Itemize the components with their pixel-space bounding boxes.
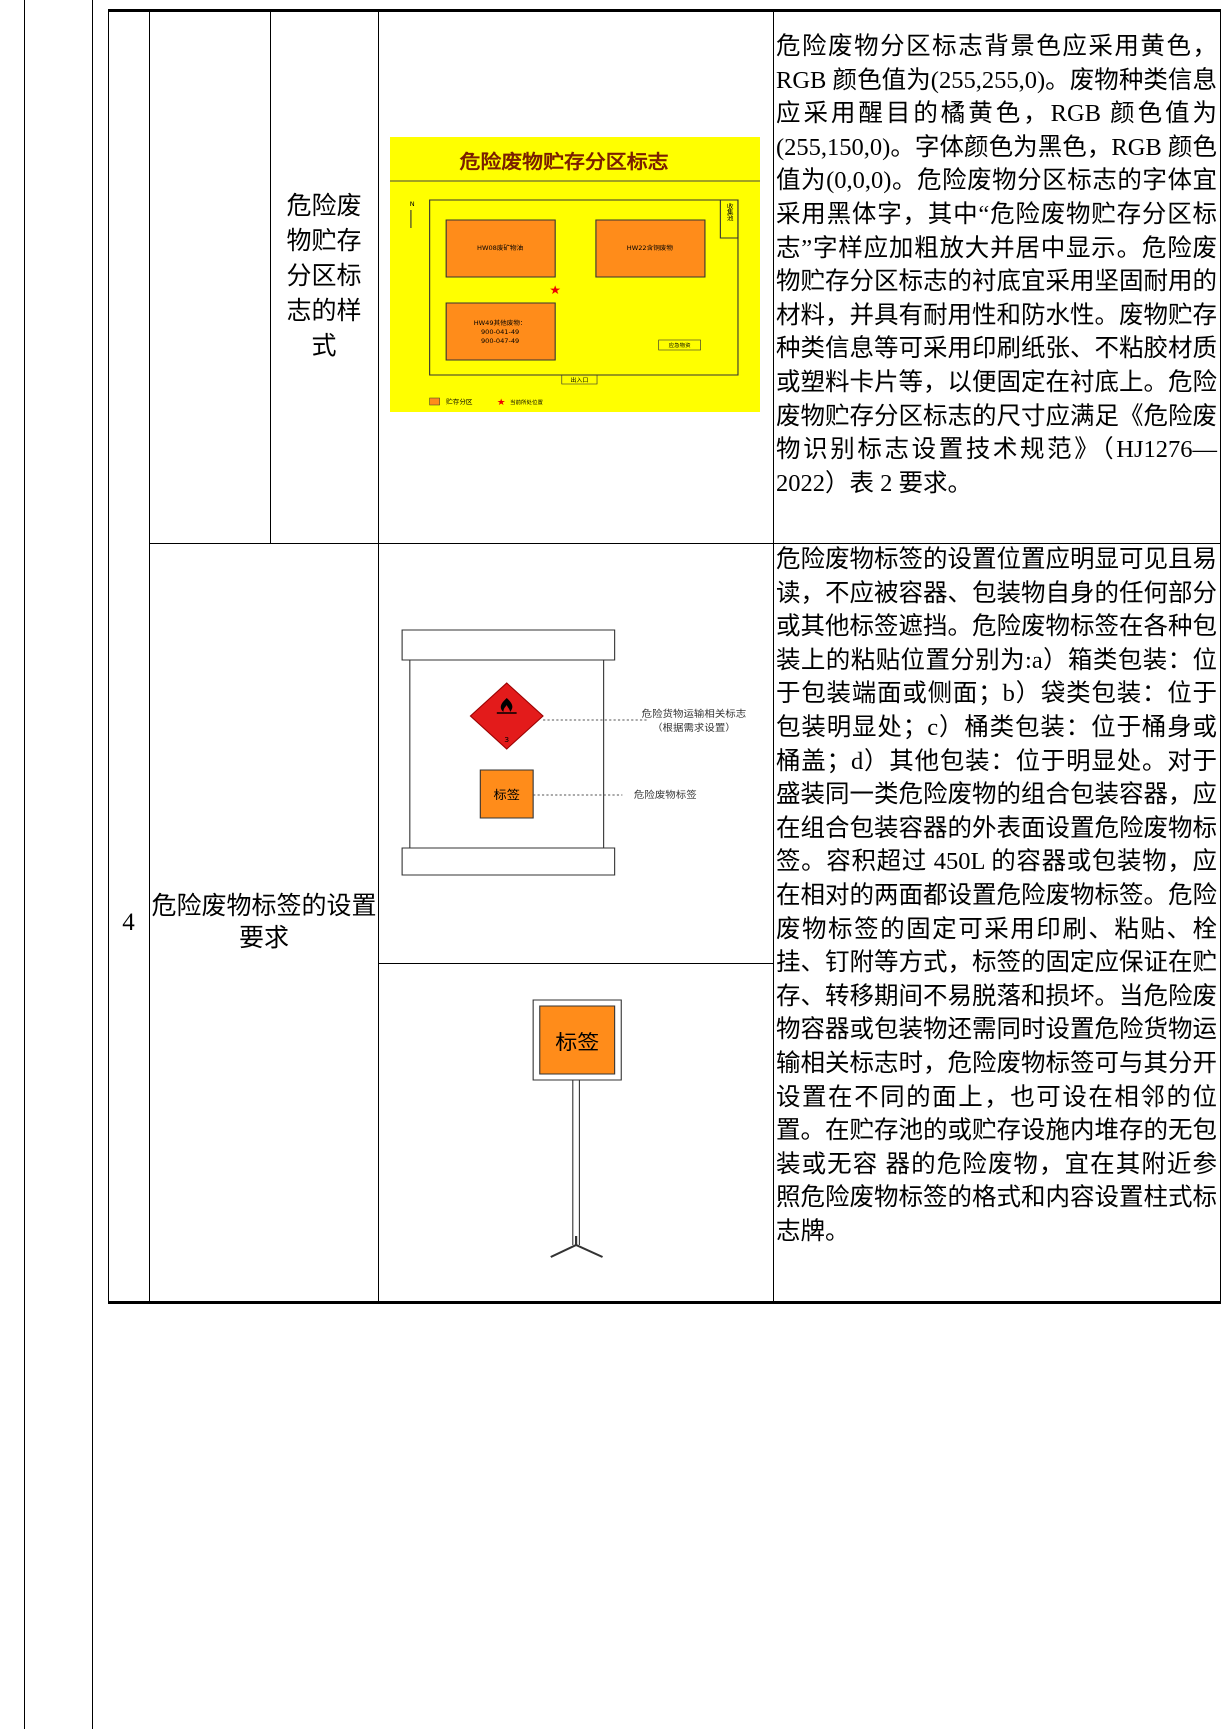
- callout: 危险废物标签: [634, 788, 697, 800]
- zone-label: 900-047-49: [481, 338, 519, 345]
- legend: 贮存分区: [446, 397, 472, 406]
- label: 标签: [494, 788, 521, 802]
- entrance: 出入口: [570, 376, 588, 384]
- pool-box: [719, 199, 739, 239]
- legend: 当前所处位置: [510, 398, 543, 406]
- rule: [270, 10, 271, 543]
- zone-label: 900-041-49: [481, 329, 519, 336]
- diamond: [469, 682, 544, 750]
- label: 标签: [555, 1030, 599, 1054]
- rule: [149, 543, 1221, 544]
- north: N: [410, 201, 415, 208]
- item: 危险废物贮存分区标志的样式: [286, 193, 362, 360]
- sign-stand: 标签: [532, 999, 622, 1258]
- rule: [149, 10, 150, 1302]
- rule: [773, 10, 774, 1302]
- zone-label: HW08废矿物油: [477, 243, 523, 252]
- rule: [92, 0, 93, 1729]
- rule: [108, 1301, 1221, 1304]
- item: 危险废物标签的设置要求: [151, 893, 377, 952]
- foot: [550, 1243, 604, 1258]
- zone: [445, 302, 556, 361]
- rule: [378, 10, 379, 1302]
- label-box: [479, 769, 534, 819]
- cell: 危险废物贮存分区标志的样式: [270, 10, 378, 543]
- zone: [595, 219, 706, 278]
- cap: [401, 629, 616, 661]
- cap: [401, 847, 616, 876]
- star: ★: [549, 283, 561, 297]
- sign-title: 危险废物贮存分区标志: [459, 150, 668, 173]
- box: [658, 339, 701, 351]
- container-diagram: 3 危险货物运输相关标志 （根据需求设置） 标签 危险废物标签: [401, 629, 747, 876]
- label-box: [539, 1005, 616, 1075]
- pool: 收集池: [726, 202, 733, 222]
- rule: [24, 0, 25, 1729]
- box: [561, 374, 598, 385]
- class: 3: [504, 735, 509, 744]
- description: 危险废物标签的设置位置应明显可见且易读，不应被容器、包装物自身的任何部分或其他标…: [776, 546, 1217, 1245]
- rule: [108, 9, 1221, 12]
- zone-sign: 危险废物贮存分区标志 N 收集池 HW08废矿物油 HW22含铜废物 HW49其…: [390, 137, 760, 412]
- star: ★: [497, 397, 506, 407]
- callout: （根据需求设置）: [652, 721, 736, 733]
- number: 4: [122, 909, 135, 936]
- rule: [1220, 10, 1221, 1302]
- rule: [108, 10, 109, 1302]
- zone-label: HW49其他废物：: [474, 318, 527, 327]
- flame: [500, 698, 513, 712]
- emergency: 应急物资: [669, 341, 691, 349]
- rule: [378, 963, 773, 964]
- description: 危险废物分区标志背景色应采用黄色，RGB 颜色值为(255,255,0)。废物种…: [776, 33, 1217, 497]
- callout: 危险货物运输相关标志: [642, 707, 747, 719]
- zone-label: HW22含铜废物: [627, 243, 673, 252]
- zone: [445, 219, 556, 278]
- legend-swatch: [429, 397, 440, 406]
